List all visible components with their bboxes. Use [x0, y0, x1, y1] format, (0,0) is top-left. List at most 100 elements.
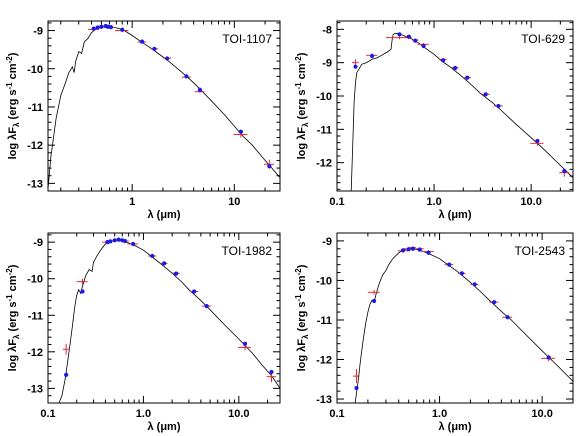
synthetic-point [447, 262, 452, 267]
photometry-point [352, 369, 360, 384]
y-tick-label: -12 [27, 347, 43, 359]
synthetic-point [122, 238, 128, 244]
synthetic-point [426, 250, 431, 255]
synthetic-point [353, 64, 358, 69]
y-tick-label: -12 [316, 355, 332, 367]
y-tick-label: -12 [27, 140, 43, 152]
y-tick-label: -9 [33, 26, 43, 38]
synthetic-point [267, 164, 272, 169]
x-tick-label: 0.1 [329, 408, 344, 420]
synthetic-point [535, 138, 540, 144]
synthetic-point [496, 103, 501, 109]
y-tick-label: -10 [27, 64, 43, 76]
synthetic-point [371, 298, 377, 304]
x-axis-label: λ (μm) [147, 209, 180, 221]
synthetic-point [397, 32, 402, 37]
synthetic-point [406, 34, 411, 39]
synthetic-point [91, 26, 96, 31]
x-tick-label: 10.0 [531, 408, 552, 420]
synthetic-point [562, 168, 567, 174]
plot-frame [336, 20, 574, 192]
y-tick-label: -13 [27, 383, 43, 395]
y-tick-label: -10 [316, 91, 332, 103]
x-tick-label: 1 [129, 196, 135, 208]
synthetic-point [505, 315, 510, 320]
model-curve [354, 248, 573, 403]
panel-title: TOI-629 [521, 32, 565, 46]
synthetic-point [112, 238, 117, 243]
sed-panel: 0.1 1.0 10.0 -13 -12 -11 -10 -9 λ (μm) log λFλ (e… [294, 232, 574, 433]
synthetic-point [410, 246, 416, 251]
synthetic-point [165, 56, 170, 61]
synthetic-point [99, 24, 104, 29]
synthetic-point [417, 247, 422, 252]
synthetic-point [120, 27, 125, 32]
x-tick-label: 1.0 [136, 408, 151, 420]
y-tick-label: -9 [33, 237, 43, 249]
sed-panel: 0.1 1.0 10.0 -13 -12 -11 -10 -9 λ (μm) log λFλ (e… [5, 232, 281, 433]
synthetic-point [139, 39, 145, 44]
x-tick-label: 1.0 [432, 408, 447, 420]
panel-title: TOI-1982 [222, 244, 273, 258]
synthetic-point [184, 74, 189, 79]
model-curve [48, 25, 280, 190]
x-tick-label: 10.0 [228, 408, 249, 420]
y-axis-label: log λFλ (erg s-1 cm-2) [5, 264, 21, 371]
y-axis-label: log λFλ (erg s-1 cm-2) [294, 52, 310, 159]
sed-panel: 0.1 1.0 10.0 -12 -11 -10 -9 -8 λ (μm) log λFλ (er… [294, 20, 574, 221]
synthetic-point [491, 300, 497, 305]
photometry-point [367, 289, 380, 295]
x-axis-label: λ (μm) [147, 421, 180, 433]
model-curve [58, 239, 280, 403]
y-tick-label: -11 [317, 315, 332, 327]
synthetic-point [453, 65, 458, 71]
synthetic-point [421, 43, 426, 49]
synthetic-point [131, 241, 136, 247]
x-tick-label: 10.0 [520, 196, 541, 208]
photometry-point [76, 278, 88, 285]
synthetic-point [108, 239, 113, 244]
y-axis-label: log λFλ (erg s-1 cm-2) [294, 264, 310, 371]
y-tick-label: -11 [28, 310, 43, 322]
synthetic-point [472, 282, 477, 287]
synthetic-point [441, 58, 446, 63]
y-tick-label: -10 [316, 275, 332, 287]
panel-title: TOI-2543 [515, 244, 566, 258]
synthetic-point [406, 247, 411, 252]
synthetic-point [483, 92, 488, 97]
panel-title: TOI-1107 [222, 32, 272, 46]
synthetic-point [116, 237, 121, 242]
plot-frame [47, 20, 281, 192]
model-curve [350, 32, 573, 191]
y-tick-label: -9 [322, 236, 332, 248]
synthetic-point [400, 248, 406, 253]
synthetic-point [80, 289, 85, 294]
synthetic-point [64, 372, 69, 377]
synthetic-point [152, 46, 157, 51]
y-tick-label: -11 [28, 102, 43, 114]
sed-panel: 1 10 -13 -12 -11 -10 -9 λ (μm) log λFλ (erg s-1 … [5, 20, 281, 221]
synthetic-point [192, 289, 197, 294]
x-axis-label: λ (μm) [438, 421, 471, 433]
synthetic-point [197, 87, 202, 92]
synthetic-point [269, 369, 274, 375]
synthetic-point [173, 271, 179, 276]
synthetic-point [370, 53, 375, 59]
x-tick-label: 0.1 [329, 196, 344, 208]
y-tick-label: -8 [322, 24, 332, 36]
y-tick-label: -13 [27, 178, 43, 190]
synthetic-point [95, 25, 100, 30]
y-axis-label: log λFλ (erg s-1 cm-2) [5, 52, 21, 159]
y-tick-label: -9 [322, 58, 332, 70]
synthetic-point [204, 304, 209, 309]
x-tick-label: 0.1 [40, 408, 55, 420]
photometry-point [62, 343, 70, 355]
synthetic-point [150, 253, 155, 259]
synthetic-point [354, 385, 359, 391]
synthetic-point [459, 271, 464, 276]
x-tick-label: 10 [228, 196, 240, 208]
synthetic-point [546, 355, 551, 360]
synthetic-point [238, 129, 244, 134]
x-axis-label: λ (μm) [438, 209, 471, 221]
